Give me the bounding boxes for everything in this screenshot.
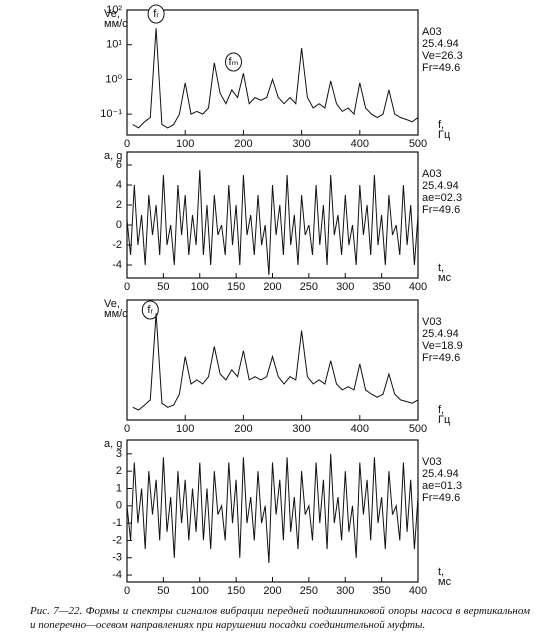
x-tick-label: 0 [124, 281, 130, 293]
x-tick-label: 400 [409, 281, 427, 293]
x-tick-label: 500 [409, 423, 427, 435]
info-line: Ve=26.3 [422, 50, 463, 62]
y-tick-label: 2 [116, 465, 122, 477]
x-tick-label: 300 [292, 138, 310, 150]
info-line: 25.4.94 [422, 468, 459, 480]
info-line: Fr=49.6 [422, 204, 460, 216]
x-tick-label: 500 [409, 138, 427, 150]
x-tick-label: 200 [234, 423, 252, 435]
y-tick-label: 10⁰ [105, 73, 122, 85]
y-tick-label: 3 [116, 448, 122, 460]
x-tick-label: 200 [263, 281, 281, 293]
y-axis-label: мм/с [104, 308, 128, 320]
x-axis-label: f, [438, 404, 444, 416]
y-axis-label: мм/с [104, 18, 128, 30]
x-tick-label: 400 [351, 423, 369, 435]
y-axis-label: Ve, [104, 8, 120, 20]
x-tick-label: 350 [372, 281, 390, 293]
plot-frame [126, 299, 419, 421]
figure: 0 100 200 300 400 50010⁻¹10⁰10¹10²Ve,мм/сf,Гц… [100, 4, 463, 597]
x-axis-label: t, [438, 262, 444, 274]
y-tick-label: 1 [116, 482, 122, 494]
x-axis-label: мс [438, 272, 452, 284]
annotation: fₘ [229, 56, 239, 68]
x-axis-label: f, [438, 119, 444, 131]
x-tick-label: 300 [336, 585, 354, 597]
x-tick-label: 100 [191, 585, 209, 597]
x-tick-label: 150 [227, 281, 245, 293]
info-line: A03 [422, 168, 442, 180]
annotation: fᵣ [153, 8, 159, 20]
caption: Рис. 7—22. Формы и спектры сигналов вибр… [30, 605, 530, 631]
x-tick-label: 0 [124, 138, 130, 150]
y-tick-label: 10⁻¹ [100, 108, 122, 120]
signal-line [132, 313, 419, 411]
x-tick-label: 200 [234, 138, 252, 150]
x-axis-label: мс [438, 576, 452, 588]
x-tick-label: 250 [300, 281, 318, 293]
y-tick-label: 4 [116, 179, 122, 191]
y-axis-label: a, g [104, 150, 122, 162]
x-axis-label: t, [438, 566, 444, 578]
y-tick-label: 10² [106, 4, 122, 16]
x-tick-label: 300 [336, 281, 354, 293]
x-tick-label: 100 [191, 281, 209, 293]
x-tick-label: 400 [409, 585, 427, 597]
x-tick-label: 50 [157, 281, 169, 293]
y-tick-label: 2 [116, 199, 122, 211]
y-tick-label: -4 [112, 569, 122, 581]
y-tick-label: 10¹ [106, 39, 122, 51]
x-tick-label: 100 [176, 138, 194, 150]
info-line: Fr=49.6 [422, 492, 460, 504]
x-tick-label: 250 [300, 585, 318, 597]
info-line: A03 [422, 26, 442, 38]
y-tick-label: -1 [112, 517, 122, 529]
x-tick-label: 300 [292, 423, 310, 435]
y-tick-label: 0 [116, 219, 122, 231]
x-axis-label: Гц [438, 414, 451, 426]
y-axis-label: a, g [104, 438, 122, 450]
info-line: 25.4.94 [422, 38, 459, 50]
info-line: ae=01.3 [422, 480, 462, 492]
annotation-circle [147, 4, 165, 24]
info-line: Ve=18.9 [422, 340, 463, 352]
x-axis-label: Гц [438, 129, 451, 141]
x-tick-label: 200 [263, 585, 281, 597]
info-line: V03 [422, 456, 442, 468]
x-tick-label: 400 [351, 138, 369, 150]
x-tick-label: 0 [124, 585, 130, 597]
y-tick-label: 0 [116, 500, 122, 512]
y-tick-label: 6 [116, 159, 122, 171]
x-tick-label: 50 [157, 585, 169, 597]
info-line: Fr=49.6 [422, 62, 460, 74]
y-tick-label: -2 [112, 534, 122, 546]
signal-line [126, 169, 419, 276]
info-line: Fr=49.6 [422, 352, 460, 364]
info-line: 25.4.94 [422, 328, 459, 340]
x-tick-label: 0 [124, 423, 130, 435]
x-tick-label: 150 [227, 585, 245, 597]
plot-frame [126, 9, 419, 136]
plot-frame [126, 151, 419, 279]
y-tick-label: -4 [112, 259, 122, 271]
annotation: fᵣ [147, 304, 153, 316]
y-axis-label: Ve, [104, 298, 120, 310]
annotation-circle [225, 52, 243, 72]
signal-line [126, 453, 419, 564]
info-line: ae=02.3 [422, 192, 462, 204]
info-line: 25.4.94 [422, 180, 459, 192]
y-tick-label: -2 [112, 239, 122, 251]
y-tick-label: -3 [112, 552, 122, 564]
x-tick-label: 350 [372, 585, 390, 597]
signal-line [132, 28, 419, 129]
info-line: V03 [422, 316, 442, 328]
x-tick-label: 100 [176, 423, 194, 435]
annotation-circle [141, 300, 159, 320]
